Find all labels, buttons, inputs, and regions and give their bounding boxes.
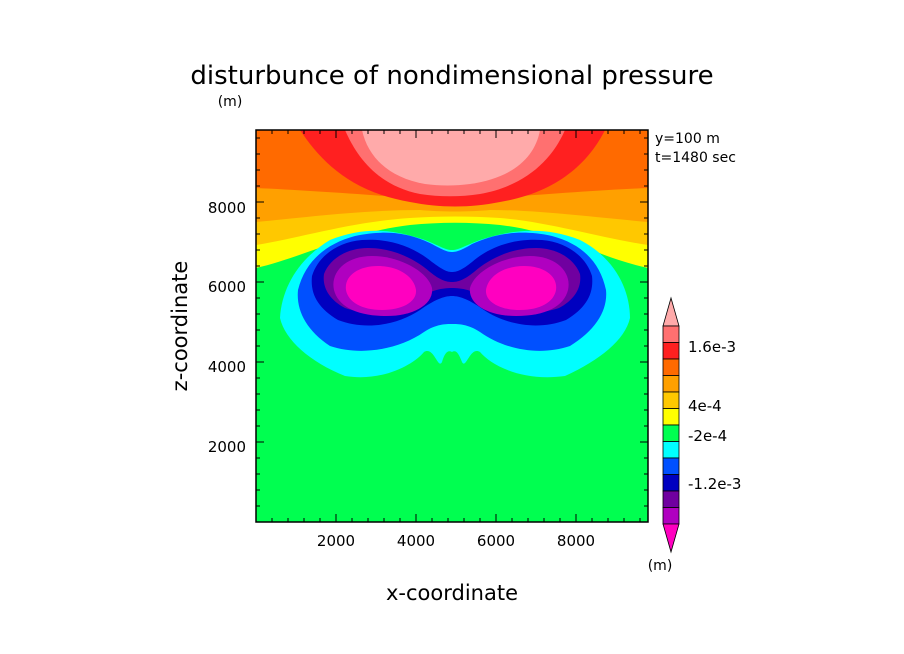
y-tick-label: 6000 (208, 278, 246, 296)
colorbar-label: -1.2e-3 (688, 475, 741, 493)
colorbar-swatch (662, 523, 680, 554)
level-pink-right (485, 266, 557, 310)
colorbar-swatch (662, 358, 680, 376)
colorbar-swatch (662, 408, 680, 426)
annotation-y: y=100 m (655, 131, 720, 147)
colorbar-swatch (662, 342, 680, 360)
colorbar-unit-label: (m) (648, 558, 673, 574)
colorbar-swatch (662, 474, 680, 492)
colorbar-label: 4e-4 (688, 397, 722, 415)
colorbar-swatch (662, 507, 680, 525)
x-axis-label: x-coordinate (386, 581, 518, 605)
y-tick-label: 4000 (208, 358, 246, 376)
colorbar-swatch (662, 391, 680, 409)
colorbar-swatch (662, 296, 680, 327)
y-tick-label: 2000 (208, 438, 246, 456)
annotation-t: t=1480 sec (655, 150, 736, 166)
colorbar-swatch (662, 424, 680, 442)
colorbar-swatch (662, 457, 680, 475)
axis-ticks (256, 130, 648, 522)
colorbar-swatch (662, 490, 680, 508)
colorbar-swatch (662, 375, 680, 393)
level-pink-left (345, 266, 417, 310)
x-tick-label: 2000 (317, 532, 355, 550)
level-top-pink (362, 130, 540, 186)
plot-frame (255, 129, 649, 523)
x-tick-label: 6000 (477, 532, 515, 550)
colorbar-label: 1.6e-3 (688, 338, 736, 356)
y-tick-label: 8000 (208, 199, 246, 217)
colorbar (662, 296, 680, 554)
contour-field (256, 130, 648, 522)
colorbar-swatch (662, 441, 680, 459)
colorbar-swatch (662, 325, 680, 343)
x-tick-label: 4000 (397, 532, 435, 550)
colorbar-label: -2e-4 (688, 427, 727, 445)
unit-label-top: (m) (218, 94, 243, 110)
chart-title: disturbunce of nondimensional pressure (190, 61, 713, 91)
x-tick-label: 8000 (557, 532, 595, 550)
y-axis-label: z-coordinate (168, 261, 192, 392)
